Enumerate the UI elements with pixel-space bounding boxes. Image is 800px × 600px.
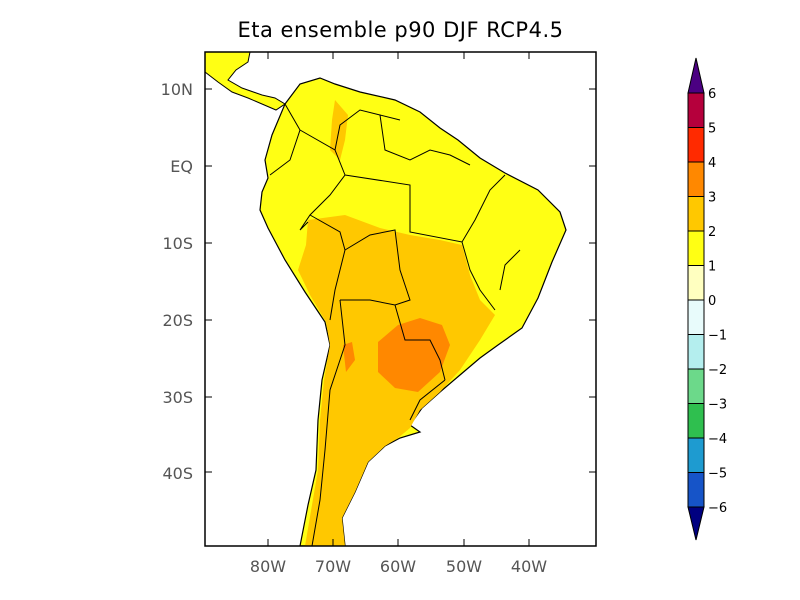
country-borders	[269, 103, 521, 546]
lon-label: 60W	[380, 557, 416, 576]
colorbar-segment	[687, 127, 705, 163]
lon-label: 70W	[315, 557, 351, 576]
colorbar-label: 5	[708, 122, 716, 137]
axis-ticks	[205, 52, 596, 546]
map-frame	[204, 51, 597, 547]
lon-label: 50W	[446, 557, 482, 576]
colorbar-label: −2	[708, 363, 727, 378]
colorbar-label: 6	[708, 87, 716, 102]
colorbar-label: −6	[708, 501, 727, 516]
colorbar-label: −3	[708, 398, 727, 413]
colorbar-label: 0	[708, 294, 716, 309]
lat-label: 20S	[162, 311, 193, 330]
colorbar-segment	[687, 437, 705, 473]
colorbar-label: 1	[708, 260, 716, 275]
lat-label: 10S	[162, 234, 193, 253]
central-america-land	[205, 52, 286, 111]
contour-3-4	[378, 318, 450, 392]
colorbar-label: −5	[708, 467, 727, 482]
lat-label: 10N	[161, 80, 193, 99]
colorbar-label: −4	[708, 432, 727, 447]
lat-label: EQ	[170, 157, 193, 176]
colorbar-label: 2	[708, 225, 716, 240]
colorbar-segment	[687, 334, 705, 370]
lat-label: 30S	[162, 388, 193, 407]
colorbar-bottom-triangle	[687, 506, 705, 541]
colorbar-segment	[687, 368, 705, 404]
colorbar-segment	[687, 403, 705, 439]
colorbar-segment	[687, 472, 705, 508]
colorbar-segment	[687, 161, 705, 197]
lon-label: 80W	[250, 557, 286, 576]
colorbar-segment	[687, 196, 705, 232]
contour-3-4-andes	[343, 342, 355, 372]
map-area	[205, 52, 567, 546]
colorbar-top-triangle	[687, 57, 705, 94]
colorbar: 6 5 4 3 2 1 0 −1 −2 −3 −4 −5 −6	[687, 57, 727, 541]
lon-labels: 80W 70W 60W 50W 40W	[250, 557, 547, 576]
colorbar-segment	[687, 230, 705, 266]
colorbar-label: 4	[708, 156, 716, 171]
colorbar-segment	[687, 92, 705, 128]
colorbar-segment	[687, 265, 705, 301]
lat-labels: 10N EQ 10S 20S 30S 40S	[161, 80, 193, 483]
lon-label: 40W	[511, 557, 547, 576]
colorbar-label: −1	[708, 329, 727, 344]
lat-label: 40S	[162, 464, 193, 483]
colorbar-label: 3	[708, 191, 716, 206]
map-title: Eta ensemble p90 DJF RCP4.5	[237, 18, 564, 42]
colorbar-segment	[687, 299, 705, 335]
